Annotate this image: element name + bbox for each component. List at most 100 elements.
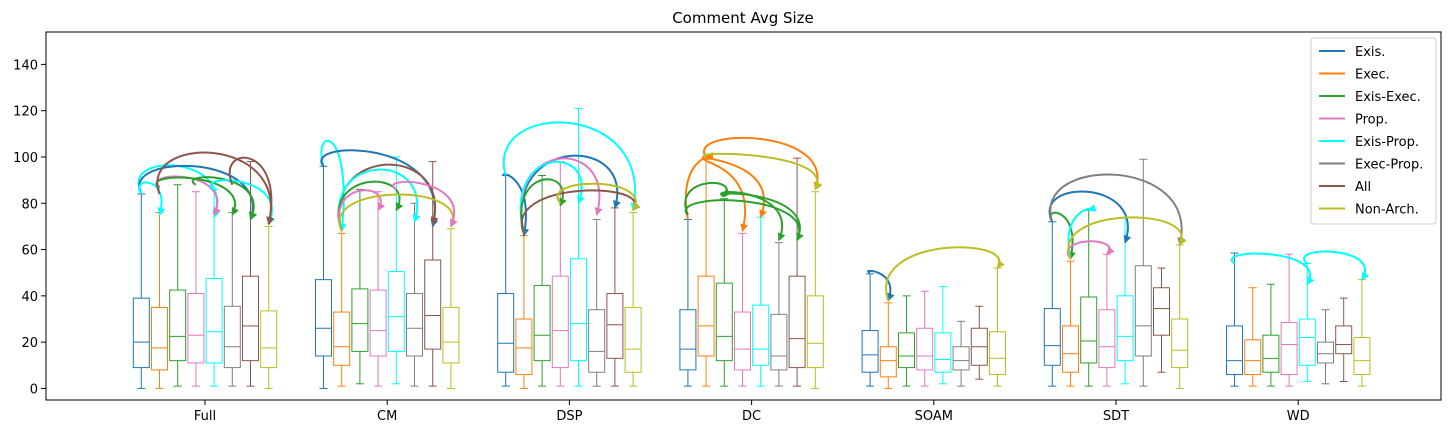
box-body: [679, 309, 697, 371]
box-body: [1226, 325, 1243, 376]
box: [515, 235, 533, 389]
y-axis: 0 20 40 60 80 100 120 140: [13, 58, 46, 397]
box-body: [588, 309, 606, 373]
transition-arrow: [1303, 250, 1370, 281]
box-series-group: [132, 107, 1371, 389]
box-body: [788, 275, 806, 369]
series-2: [169, 174, 1280, 387]
box-body: [715, 282, 733, 362]
box: [588, 218, 606, 387]
y-tick-label: 0: [30, 382, 38, 397]
transition-arrow: [684, 152, 714, 220]
series-6: [242, 157, 1353, 387]
box: [1317, 309, 1334, 385]
transition-arrow: [338, 193, 458, 232]
legend-item: Prop.: [1319, 113, 1388, 128]
box-body: [916, 327, 934, 371]
box: [989, 267, 1006, 387]
box: [132, 193, 150, 389]
series-4: [205, 107, 1316, 387]
box: [916, 290, 934, 387]
box-body: [242, 275, 259, 362]
box: [169, 184, 187, 387]
transition-arrow: [502, 173, 530, 237]
box-body: [606, 293, 624, 359]
y-tick-label: 20: [21, 336, 38, 351]
box: [1298, 262, 1316, 382]
transition-arrows: [137, 121, 1370, 302]
box: [570, 107, 587, 387]
box: [205, 188, 223, 387]
box-body: [1317, 341, 1334, 364]
box: [497, 174, 515, 387]
box-body: [879, 346, 897, 378]
x-tick-label: DC: [742, 409, 761, 424]
legend-label: Exis-Prop.: [1355, 135, 1419, 150]
box: [806, 191, 824, 389]
box-body: [533, 284, 551, 362]
box-body: [1043, 308, 1061, 366]
chart-title: Comment Avg Size: [672, 9, 814, 27]
transition-arrow: [520, 154, 621, 234]
y-tick-label: 60: [21, 244, 38, 259]
box-body: [1244, 339, 1262, 376]
box-body: [205, 277, 223, 364]
box-body: [351, 288, 369, 352]
box: [1353, 279, 1371, 387]
transition-arrow: [1230, 252, 1315, 286]
legend-label: Exec.: [1355, 68, 1390, 83]
transition-arrow: [702, 155, 767, 219]
box: [387, 156, 405, 385]
box-body: [697, 275, 715, 357]
box-body: [169, 289, 187, 362]
legend-item: Non-Arch.: [1319, 203, 1419, 218]
box-body: [1353, 337, 1371, 376]
box-body: [223, 305, 241, 369]
series-7: [260, 191, 1371, 389]
box: [260, 225, 278, 389]
box: [442, 228, 460, 389]
box: [788, 157, 806, 387]
box-body: [406, 293, 423, 357]
transition-arrow: [156, 151, 275, 226]
y-tick-label: 80: [21, 197, 38, 212]
box-body: [1335, 325, 1353, 355]
box: [624, 212, 642, 387]
box-body: [260, 310, 278, 369]
box-body: [734, 311, 751, 371]
box-body: [151, 306, 168, 371]
box-body: [898, 332, 915, 369]
series-0: [132, 165, 1243, 389]
box-body: [333, 311, 351, 366]
box: [1226, 252, 1243, 387]
legend: Exis. Exec. Exis-Exec. Prop. Exis-Prop. Exec-…: [1310, 37, 1437, 225]
box: [1098, 253, 1116, 387]
box: [1262, 283, 1280, 387]
box-body: [387, 271, 405, 352]
box-body: [952, 346, 970, 371]
box-body: [132, 297, 150, 369]
box-body: [1280, 321, 1298, 376]
transition-arrow: [702, 136, 822, 191]
box: [1335, 297, 1353, 382]
x-tick-label: SDT: [1103, 409, 1129, 424]
box: [369, 191, 387, 387]
box: [1171, 244, 1189, 389]
legend-item: Exec.: [1319, 68, 1390, 83]
transition-arrow: [1049, 173, 1186, 246]
box: [752, 216, 770, 387]
transition-arrow: [702, 156, 749, 233]
box-body: [624, 306, 642, 373]
transition-arrow: [684, 199, 804, 242]
box-body: [806, 295, 824, 369]
box: [734, 232, 751, 387]
box-body: [989, 331, 1006, 376]
transition-arrow: [519, 160, 585, 234]
legend-frame: [1310, 37, 1437, 225]
transition-arrow: [520, 189, 641, 234]
x-tick-label: WD: [1287, 409, 1310, 424]
box: [223, 212, 241, 387]
box-body: [187, 293, 205, 364]
box: [1134, 158, 1152, 387]
